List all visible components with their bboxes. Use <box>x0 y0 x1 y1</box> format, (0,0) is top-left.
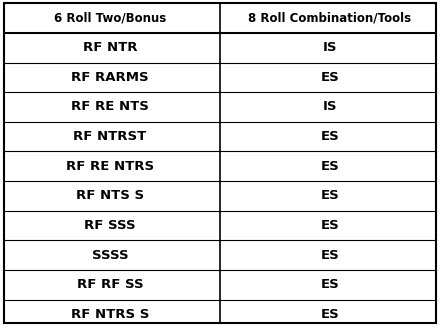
Text: ES: ES <box>321 160 339 173</box>
Text: RF RARMS: RF RARMS <box>71 71 149 84</box>
Text: IS: IS <box>323 41 337 54</box>
Text: ES: ES <box>321 219 339 232</box>
Text: RF RE NTS: RF RE NTS <box>71 100 149 113</box>
Text: ES: ES <box>321 189 339 202</box>
Text: 6 Roll Two/Bonus: 6 Roll Two/Bonus <box>54 12 166 24</box>
Text: ES: ES <box>321 71 339 84</box>
Text: 8 Roll Combination/Tools: 8 Roll Combination/Tools <box>249 12 411 24</box>
Text: IS: IS <box>323 100 337 113</box>
Text: RF RE NTRS: RF RE NTRS <box>66 160 154 173</box>
Text: RF NTRST: RF NTRST <box>73 130 147 143</box>
Text: RF SSS: RF SSS <box>84 219 136 232</box>
Text: SSSS: SSSS <box>92 249 128 262</box>
Text: RF NTRS S: RF NTRS S <box>71 308 149 321</box>
Text: ES: ES <box>321 278 339 291</box>
Text: RF NTS S: RF NTS S <box>76 189 144 202</box>
Text: RF NTR: RF NTR <box>83 41 137 54</box>
Text: RF RF SS: RF RF SS <box>77 278 143 291</box>
Text: ES: ES <box>321 130 339 143</box>
Text: ES: ES <box>321 249 339 262</box>
Text: ES: ES <box>321 308 339 321</box>
